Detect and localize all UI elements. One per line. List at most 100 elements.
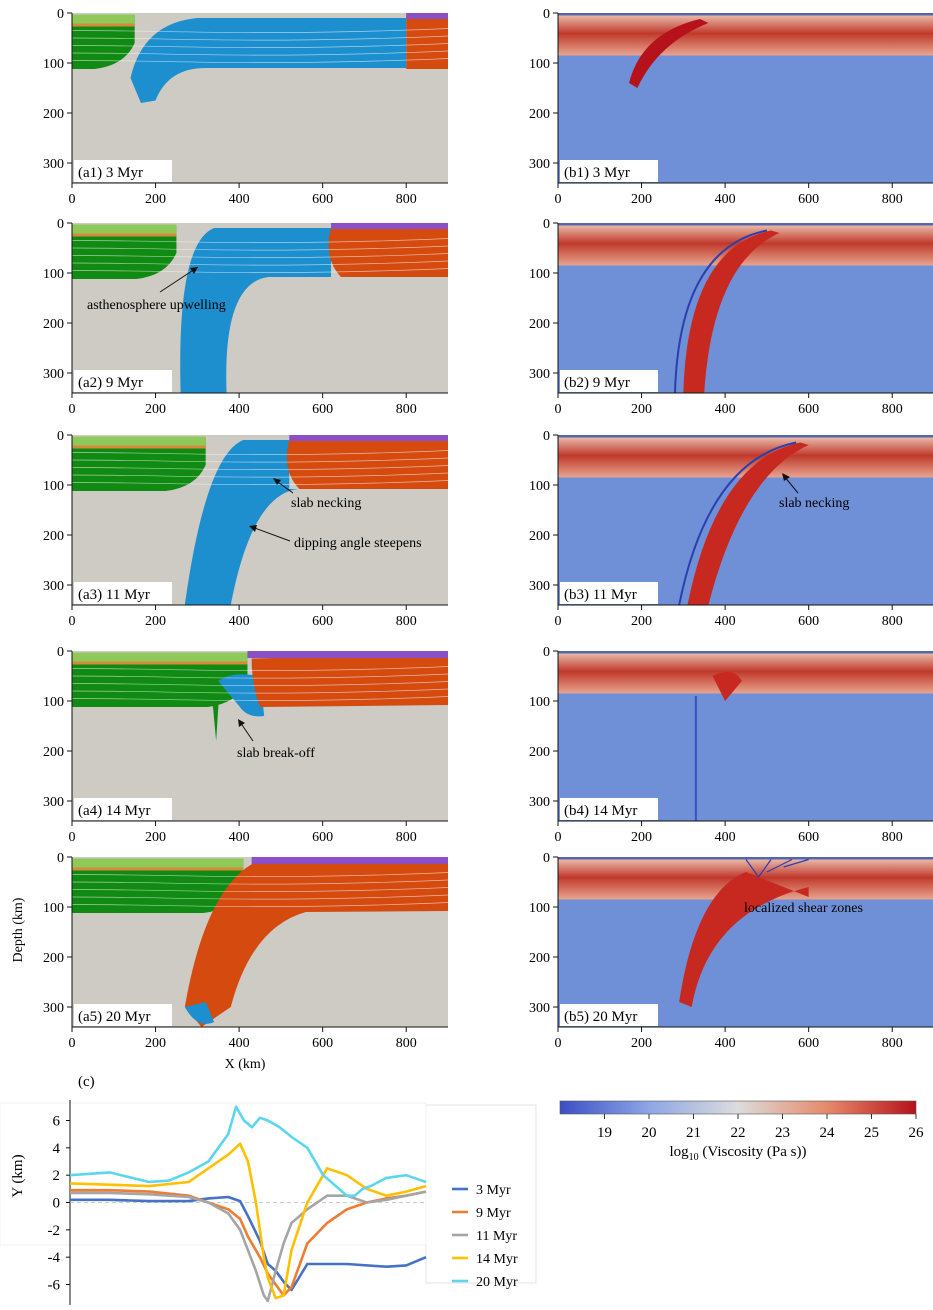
- crust-band: [72, 867, 244, 871]
- surface-strip: [558, 857, 933, 860]
- panel-label-box: [74, 798, 172, 820]
- chart-y-tick-label: 0: [53, 1196, 61, 1212]
- streamline: [72, 894, 448, 900]
- annotation-dipping-angle: dipping angle steepens: [294, 536, 422, 551]
- streamline: [72, 43, 448, 49]
- continent-block: [251, 653, 448, 707]
- panel-label: (b1) 3 Myr: [564, 165, 630, 181]
- annotation-arrow: [159, 266, 199, 293]
- streamline: [72, 260, 448, 266]
- panel-label: (b4) 14 Myr: [564, 803, 637, 819]
- arrowhead-icon: [190, 267, 198, 274]
- colorbar-tick-label: 26: [909, 1125, 925, 1141]
- y-tick-label: 200: [43, 745, 64, 760]
- x-tick-label: 800: [882, 192, 903, 207]
- material-panel: 0 100 200 300 0 200 400 600 800 (a1) 3 Myr: [43, 7, 448, 207]
- streamline: [72, 245, 448, 251]
- streamline: [72, 28, 448, 34]
- subducting-slab: [180, 228, 332, 393]
- y-tick-label: 0: [543, 645, 550, 660]
- colorbar-gradient: [559, 1100, 917, 1115]
- x-tick-label: 0: [69, 1036, 76, 1051]
- streamline: [72, 887, 448, 893]
- chart-y-tick-label: 2: [53, 1168, 61, 1184]
- x-tick-label: 0: [555, 830, 562, 845]
- streamline: [72, 480, 448, 486]
- x-tick-label: 200: [145, 192, 166, 207]
- x-tick-label: 800: [882, 830, 903, 845]
- overriding-lithosphere: [72, 225, 177, 279]
- streamline: [72, 872, 448, 878]
- material-field: [72, 435, 448, 605]
- slab-viscosity: [679, 872, 809, 1007]
- x-tick-label: 0: [69, 614, 76, 629]
- slab-remnant: [218, 674, 265, 717]
- y-tick-label: 300: [529, 367, 550, 382]
- y-tick-label: 200: [43, 317, 64, 332]
- x-tick-label: 800: [396, 614, 417, 629]
- colorbar-tick-label: 22: [731, 1125, 746, 1141]
- y-tick-label: 300: [43, 579, 64, 594]
- y-tick-label: 300: [43, 1001, 64, 1016]
- annotation-localized-shear-zones: localized shear zones: [744, 901, 863, 916]
- legend-label: 11 Myr: [476, 1229, 517, 1244]
- x-tick-label: 200: [631, 614, 652, 629]
- lithosphere-drip: [211, 696, 220, 741]
- x-tick-label: 600: [798, 1036, 819, 1051]
- streamline: [72, 879, 448, 885]
- viscosity-colorbar: 19 20 21 22 23 24 25 26 log10 (Viscosity (Pa s)…: [559, 1100, 924, 1163]
- streamline: [72, 902, 448, 908]
- y-tick-label: 300: [529, 795, 550, 810]
- x-tick-label: 400: [715, 1036, 736, 1051]
- panel-label: (b5) 20 Myr: [564, 1009, 637, 1025]
- lithosphere-viscosity: [558, 653, 933, 694]
- y-tick-label: 300: [529, 157, 550, 172]
- x-tick-label: 200: [145, 614, 166, 629]
- viscosity-field: [558, 651, 933, 821]
- panel-c-line-chart: (c) Y (km) 6 4 2 0 -2 -4 -6 3 Myr 9 Myr 11 Myr 14…: [0, 1074, 537, 1305]
- panel-label: (a1) 3 Myr: [78, 165, 143, 181]
- material-panel: 0 100 200 300 0 200 400 600 800 (a3) 11 Myr: [43, 429, 448, 629]
- continent-crust: [331, 223, 448, 229]
- streamline: [72, 253, 448, 259]
- shear-zone-line: [766, 858, 793, 873]
- crust-band: [72, 445, 206, 449]
- viscosity-field: [558, 857, 933, 1027]
- y-tick-label: 0: [543, 7, 550, 22]
- x-tick-label: 400: [715, 830, 736, 845]
- y-tick-label: 100: [529, 695, 550, 710]
- colorbar-tick-label: 21: [686, 1125, 701, 1141]
- surface-strip: [558, 651, 933, 654]
- x-tick-label: 400: [229, 192, 250, 207]
- surface-strip: [558, 435, 933, 438]
- x-tick-label: 800: [396, 1036, 417, 1051]
- material-panel: 0 100 200 300 0 200 400 600 800 (a2) 9 Myr: [43, 217, 448, 417]
- viscosity-field: [558, 435, 933, 605]
- subducted-continent: [184, 862, 448, 1027]
- overriding-lithosphere: [72, 859, 244, 913]
- overriding-lithosphere: [72, 15, 135, 69]
- y-tick-label: 100: [529, 479, 550, 494]
- arrowhead-icon: [238, 719, 245, 727]
- colorbar-tick-label: 24: [820, 1125, 836, 1141]
- x-tick-label: 600: [798, 614, 819, 629]
- x-tick-label: 600: [312, 614, 333, 629]
- viscosity-panel: 0 100 200 300 0 200 400 600 800 (b5) 20 Myr: [529, 851, 933, 1051]
- panel-label-box: [560, 582, 658, 604]
- y-tick-label: 0: [57, 217, 64, 232]
- y-tick-label: 100: [529, 267, 550, 282]
- streamline: [72, 681, 448, 687]
- annotation-slab-breakoff: slab break-off: [237, 746, 315, 761]
- chart-axis: 6 4 2 0 -2 -4 -6: [48, 1100, 426, 1305]
- y-tick-label: 100: [529, 901, 550, 916]
- continent-crust: [247, 651, 448, 658]
- y-tick-label: 0: [57, 851, 64, 866]
- y-tick-label: 100: [43, 57, 64, 72]
- y-tick-label: 300: [43, 367, 64, 382]
- series-line: [69, 1105, 427, 1197]
- slab-viscosity: [629, 19, 709, 88]
- colorbar-ticks: 19 20 21 22 23 24 25 26: [597, 1114, 924, 1141]
- y-tick-label: 300: [43, 795, 64, 810]
